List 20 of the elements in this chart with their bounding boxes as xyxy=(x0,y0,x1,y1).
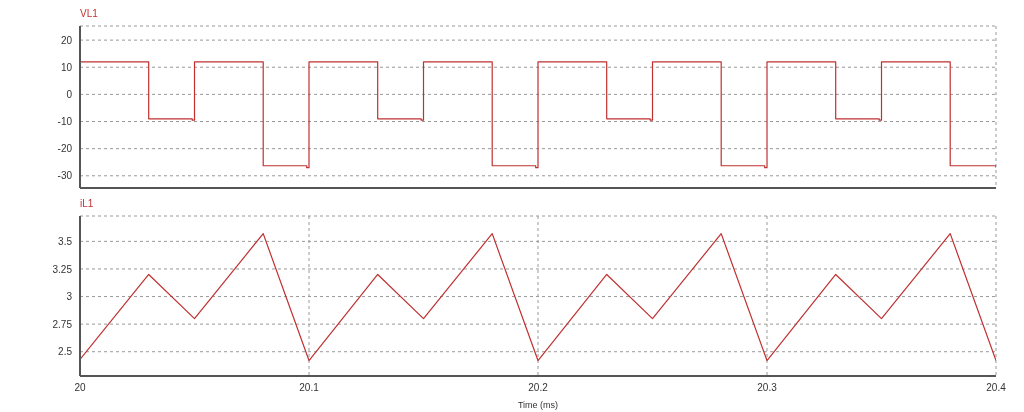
chart-title: VL1 xyxy=(80,8,98,19)
x-axis-title: Time (ms) xyxy=(517,400,559,410)
y-tick-label: 2.75 xyxy=(52,318,73,330)
y-tick-label: 3.5 xyxy=(58,235,73,247)
x-tick-label: 20.2 xyxy=(528,382,549,394)
y-tick-label: 10 xyxy=(60,61,73,73)
y-tick-label: 2.5 xyxy=(58,346,73,358)
line-series xyxy=(80,233,996,362)
y-tick-label: -20 xyxy=(57,143,73,155)
x-tick-label: 20 xyxy=(74,382,86,394)
y-tick-label: 3 xyxy=(66,291,73,303)
chart-title: iL1 xyxy=(80,198,94,209)
y-tick-label: -10 xyxy=(57,116,73,128)
x-tick-label: 20.1 xyxy=(299,382,320,394)
y-tick-label: -30 xyxy=(57,170,73,182)
y-tick-label: 20 xyxy=(60,34,73,46)
x-tick-label: 20.3 xyxy=(757,382,778,394)
x-tick-label: 20.4 xyxy=(986,382,1007,394)
y-tick-label: 3.25 xyxy=(52,263,73,275)
y-tick-label: 0 xyxy=(66,88,73,100)
